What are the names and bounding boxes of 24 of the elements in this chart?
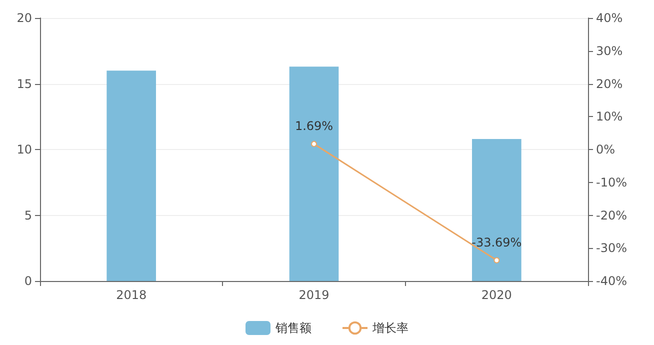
y2-tick-label: 40% bbox=[596, 11, 623, 25]
y2-tick-label: 20% bbox=[596, 76, 623, 91]
y2-tick-label: 30% bbox=[596, 44, 623, 58]
legend-label: 增长率 bbox=[372, 321, 408, 335]
legend-label: 销售额 bbox=[274, 321, 312, 335]
y-tick-label: 20 bbox=[16, 11, 32, 25]
y2-tick-label: -10% bbox=[596, 175, 628, 190]
x-tick-label: 2020 bbox=[481, 288, 512, 302]
y2-tick-label: -30% bbox=[596, 241, 628, 256]
bar bbox=[289, 66, 339, 281]
y-tick-label: 15 bbox=[16, 76, 32, 91]
y2-tick-label: 0% bbox=[596, 142, 616, 156]
y2-tick-label: -20% bbox=[596, 208, 628, 222]
y2-tick-label: 10% bbox=[596, 110, 623, 124]
y2-tick-label: -40% bbox=[596, 274, 628, 288]
data-label: -33.69% bbox=[472, 235, 522, 250]
y-tick-label: 0 bbox=[24, 274, 32, 288]
y-tick-label: 5 bbox=[24, 208, 32, 222]
bar bbox=[472, 138, 522, 281]
x-tick-label: 2018 bbox=[116, 288, 147, 302]
y-tick-label: 10 bbox=[16, 142, 32, 156]
data-label: 1.69% bbox=[294, 118, 334, 133]
bar bbox=[106, 70, 156, 281]
x-tick-label: 2019 bbox=[298, 288, 330, 302]
